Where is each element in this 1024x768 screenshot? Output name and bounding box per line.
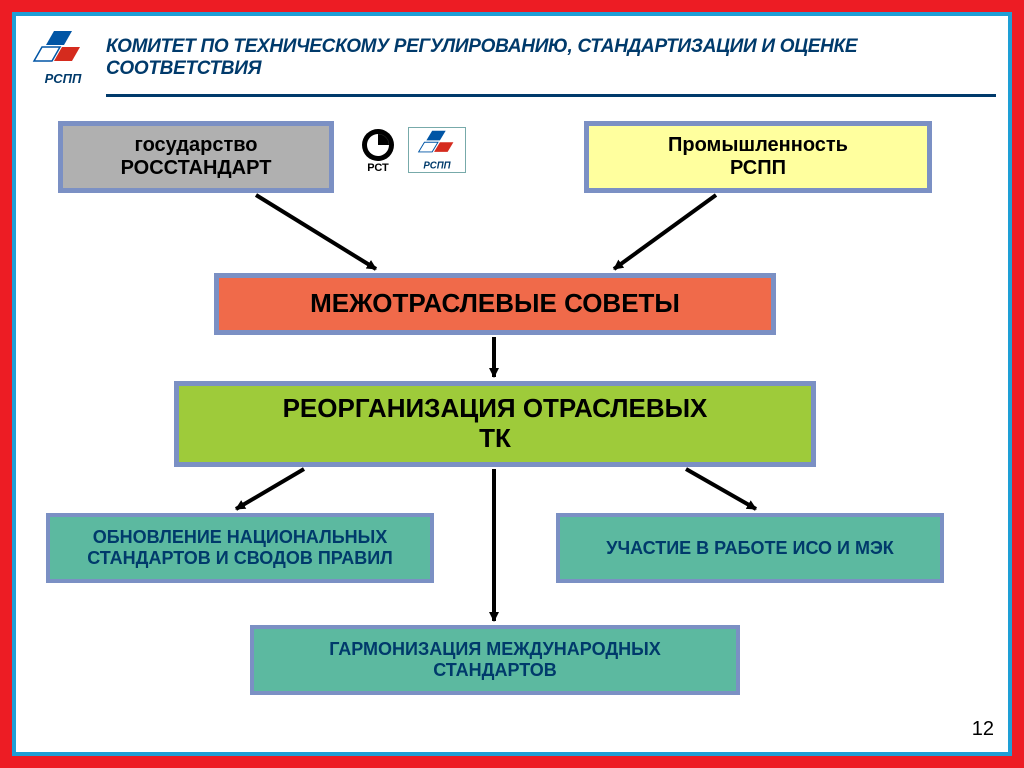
node-councils: МЕЖОТРАСЛЕВЫЕ СОВЕТЫ [214,273,776,335]
inner-frame: РСПП КОМИТЕТ ПО ТЕХНИЧЕСКОМУ РЕГУЛИРОВАН… [12,12,1012,756]
outer-frame: РСПП КОМИТЕТ ПО ТЕХНИЧЕСКОМУ РЕГУЛИРОВАН… [0,0,1024,768]
node-update-standards: ОБНОВЛЕНИЕ НАЦИОНАЛЬНЫХ СТАНДАРТОВ И СВО… [46,513,434,583]
node-iso-iec: УЧАСТИЕ В РАБОТЕ ИСО И МЭК [556,513,944,583]
node-gov-line1: государство [69,134,323,157]
rspp-logo-icon: РСПП [28,29,98,87]
diagram-canvas: РСТ РСПП государ [16,97,1008,749]
node-ind-line2: РСПП [595,157,921,180]
rspp-small-logo-icon: РСПП [408,127,466,173]
center-logos: РСТ РСПП [354,127,466,173]
header-title: КОМИТЕТ ПО ТЕХНИЧЕСКОМУ РЕГУЛИРОВАНИЮ, С… [98,36,996,80]
node-harmonization: ГАРМОНИЗАЦИЯ МЕЖДУНАРОДНЫХ СТАНДАРТОВ [250,625,740,695]
node-government: государство РОССТАНДАРТ [58,121,334,193]
node-reorg-line1: РЕОРГАНИЗАЦИЯ ОТРАСЛЕВЫХ [185,394,805,424]
svg-text:РСПП: РСПП [423,160,451,171]
page-number: 12 [972,718,994,741]
node-harmon-line1: ГАРМОНИЗАЦИЯ МЕЖДУНАРОДНЫХ [260,639,730,660]
node-reorg-line2: ТК [185,424,805,454]
node-ind-line1: Промышленность [595,134,921,157]
node-iso-text: УЧАСТИЕ В РАБОТЕ ИСО И МЭК [560,538,940,559]
node-industry: Промышленность РСПП [584,121,932,193]
node-update-line2: СТАНДАРТОВ И СВОДОВ ПРАВИЛ [56,548,424,569]
node-harmon-line2: СТАНДАРТОВ [260,660,730,681]
header: РСПП КОМИТЕТ ПО ТЕХНИЧЕСКОМУ РЕГУЛИРОВАН… [16,16,1008,94]
svg-text:РСТ: РСТ [367,162,389,173]
node-reorganization: РЕОРГАНИЗАЦИЯ ОТРАСЛЕВЫХ ТК [174,381,816,467]
node-gov-line2: РОССТАНДАРТ [69,157,323,180]
logo-text: РСПП [45,71,82,86]
pct-logo-icon: РСТ [354,127,402,173]
node-councils-text: МЕЖОТРАСЛЕВЫЕ СОВЕТЫ [219,289,771,319]
node-update-line1: ОБНОВЛЕНИЕ НАЦИОНАЛЬНЫХ [56,527,424,548]
